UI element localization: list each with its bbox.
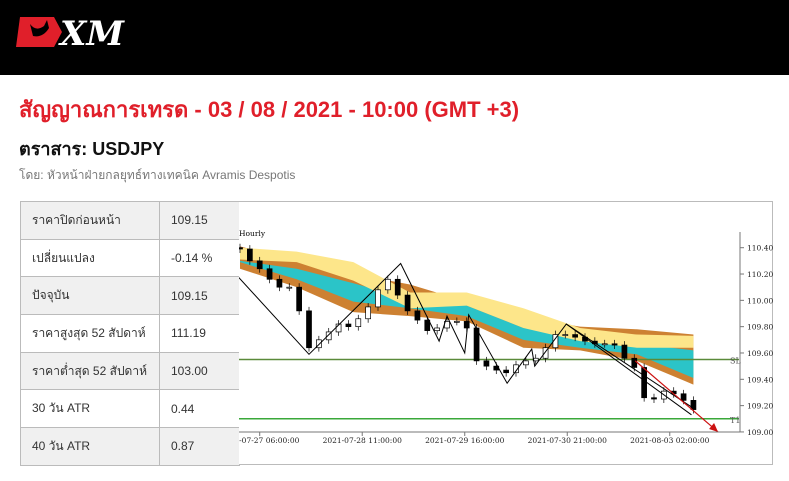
candle-body bbox=[690, 400, 697, 410]
y-tick-label: 109.20 bbox=[747, 402, 773, 411]
stat-value: 109.15 bbox=[159, 201, 240, 240]
stats-row: เปลี่ยนแปลง -0.14 % bbox=[20, 238, 240, 278]
candle-body bbox=[631, 357, 638, 368]
stat-value: -0.14 % bbox=[159, 238, 240, 278]
stat-label: 40 วัน ATR bbox=[20, 427, 160, 466]
candle-body bbox=[394, 278, 401, 296]
y-tick-label: 109.60 bbox=[747, 349, 773, 358]
forecast-arrow-line bbox=[634, 360, 719, 433]
candle-body bbox=[256, 260, 263, 270]
candle-body bbox=[542, 347, 549, 359]
candle-body bbox=[434, 327, 440, 331]
stat-label: ราคาต่ำสุด 52 สัปดาห์ bbox=[20, 351, 160, 391]
page-title: สัญญาณการเทรด - 03 / 08 / 2021 - 10:00 (… bbox=[19, 97, 520, 122]
y-tick-label: 110.40 bbox=[747, 244, 773, 253]
candle-body bbox=[454, 321, 460, 323]
stat-label: ราคาปิดก่อนหน้า bbox=[20, 201, 160, 240]
x-tick-label: 2021-08-03 02:00:00 bbox=[630, 436, 710, 445]
candle-body bbox=[680, 393, 687, 401]
candle-body bbox=[325, 331, 332, 341]
stat-label: เปลี่ยนแปลง bbox=[20, 238, 160, 278]
candle-body bbox=[424, 319, 431, 331]
stat-value: 111.19 bbox=[159, 314, 240, 353]
y-tick-label: 109.80 bbox=[747, 323, 773, 332]
candle-body bbox=[365, 306, 371, 320]
x-tick-label: 2021-07-30 21:00:00 bbox=[528, 436, 608, 445]
stats-row: 40 วัน ATR 0.87 bbox=[20, 427, 240, 466]
candle-body bbox=[286, 286, 293, 289]
candle-body bbox=[296, 286, 302, 312]
candle-body bbox=[523, 360, 529, 366]
stat-label: 30 วัน ATR bbox=[20, 389, 160, 429]
candle-body bbox=[503, 369, 509, 374]
candle-body bbox=[513, 364, 519, 374]
candle-body bbox=[276, 278, 283, 288]
x-tick-label: 2021-07-28 11:00:00 bbox=[323, 436, 403, 445]
channel-line bbox=[565, 323, 696, 410]
stat-value: 109.15 bbox=[159, 276, 240, 316]
candle-body bbox=[316, 339, 322, 349]
candle-body bbox=[414, 310, 421, 321]
zigzag-line bbox=[237, 262, 692, 416]
stat-value: 0.87 bbox=[159, 427, 240, 466]
stats-row: ราคาต่ำสุด 52 สัปดาห์ 103.00 bbox=[20, 351, 240, 391]
candle-body bbox=[621, 344, 628, 359]
x-tick-label: 2021-07-29 16:00:00 bbox=[425, 436, 505, 445]
candle-body bbox=[306, 310, 312, 349]
header-bar: XM bbox=[0, 0, 789, 75]
candle-body bbox=[651, 397, 657, 400]
candle-body bbox=[237, 247, 243, 250]
candle-body bbox=[463, 321, 470, 329]
candle-body bbox=[375, 289, 381, 308]
price-chart: SL T1 110.40 110.20 110.00 109.80 109.60 109.40… bbox=[220, 201, 773, 465]
stats-row: ปัจจุบัน 109.15 bbox=[20, 276, 240, 316]
author-byline: โดย: หัวหน้าฝ่ายกลยุทธ์ทางเทคนิค Avramis… bbox=[19, 168, 296, 182]
stats-row: ราคาสูงสุด 52 สัปดาห์ 111.19 bbox=[20, 314, 240, 353]
x-tick-label: 2021-07-27 06:00:00 bbox=[239, 436, 300, 445]
y-tick-label: 109.40 bbox=[747, 375, 773, 384]
teal-band bbox=[240, 260, 694, 378]
logo-text: XM bbox=[58, 14, 125, 50]
y-tick-label: 110.00 bbox=[747, 296, 773, 305]
level-label-SL: SL bbox=[730, 357, 741, 366]
candle-body bbox=[385, 278, 391, 291]
stat-value: 0.44 bbox=[159, 389, 240, 429]
candle-body bbox=[483, 360, 490, 367]
y-tick-label: 109.00 bbox=[747, 428, 773, 437]
candle-body bbox=[562, 334, 569, 336]
candle-body bbox=[404, 294, 411, 312]
stat-value: 103.00 bbox=[159, 351, 240, 391]
level-label-T1: T1 bbox=[730, 416, 740, 425]
stats-row: 30 วัน ATR 0.44 bbox=[20, 389, 240, 429]
candle-body bbox=[355, 318, 362, 328]
timeframe-label: Hourly bbox=[239, 229, 266, 238]
candle-body bbox=[247, 248, 253, 262]
stats-row: ราคาปิดก่อนหน้า 109.15 bbox=[20, 201, 240, 240]
candle-body bbox=[572, 334, 578, 338]
yellow-band bbox=[240, 247, 694, 348]
forecast-arrowhead-icon bbox=[709, 422, 719, 432]
stat-label: ปัจจุบัน bbox=[20, 276, 160, 316]
y-tick-label: 110.20 bbox=[747, 270, 773, 279]
candle-body bbox=[345, 323, 352, 328]
xm-logo[interactable]: XM bbox=[16, 14, 136, 50]
stat-label: ราคาสูงสุด 52 สัปดาห์ bbox=[20, 314, 160, 353]
candle-body bbox=[641, 367, 647, 399]
instrument-heading: ตราสาร: USDJPY bbox=[19, 139, 165, 159]
candle-body bbox=[611, 343, 618, 346]
chart-svg: SL T1 110.40 110.20 110.00 109.80 109.60 109.40… bbox=[220, 229, 773, 445]
candle-body bbox=[266, 268, 273, 280]
candle-body bbox=[601, 343, 608, 346]
stats-table: ราคาปิดก่อนหน้า 109.15 เปลี่ยนแปลง -0.14 % ป… bbox=[20, 201, 240, 466]
